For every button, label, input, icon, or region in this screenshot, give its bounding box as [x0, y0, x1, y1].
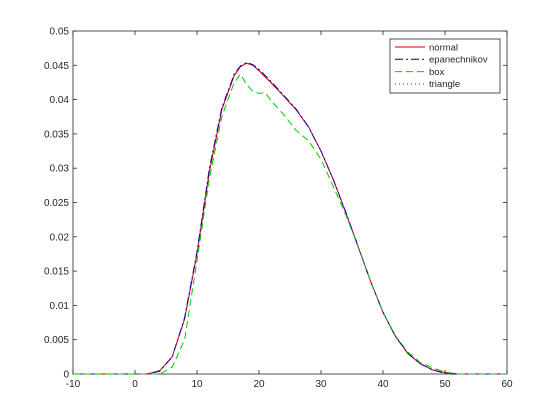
- y-tick-label: 0.01: [50, 301, 70, 312]
- x-axis: -10 0 10 20 30 40 50 60: [66, 31, 513, 390]
- y-tick-label: 0.005: [44, 335, 69, 346]
- legend-label-normal: normal: [429, 42, 458, 53]
- y-tick-label: 0.045: [44, 61, 69, 72]
- x-tick-label: 0: [132, 379, 138, 390]
- series-line-triangle: [73, 62, 507, 375]
- y-tick-label: 0.03: [50, 164, 70, 175]
- x-tick-label: 10: [191, 379, 203, 390]
- y-tick-label: 0.025: [44, 198, 69, 209]
- x-tick-label: 40: [377, 379, 389, 390]
- y-tick-label: 0.015: [44, 267, 69, 278]
- x-tick-label: 60: [501, 379, 513, 390]
- x-tick-label: 50: [439, 379, 451, 390]
- series-layer: [73, 62, 507, 375]
- y-axis: 0 0.005 0.01 0.015 0.02 0.025 0.03 0.035 0.04 0.0…: [44, 27, 507, 381]
- x-tick-label: -10: [66, 379, 81, 390]
- y-tick-label: 0: [63, 370, 69, 381]
- y-tick-label: 0.04: [50, 95, 70, 106]
- series-line-epanechnikov: [73, 62, 507, 375]
- x-tick-label: 30: [315, 379, 327, 390]
- x-tick-label: 20: [253, 379, 265, 390]
- y-tick-label: 0.02: [50, 232, 70, 243]
- legend-label-box: box: [429, 67, 445, 78]
- legend-label-triangle: triangle: [429, 79, 460, 90]
- series-line-box: [73, 73, 507, 375]
- legend-label-epanechnikov: epanechnikov: [429, 55, 488, 66]
- y-tick-label: 0.05: [50, 27, 70, 38]
- legend-box: [389, 38, 501, 94]
- y-tick-label: 0.035: [44, 129, 69, 140]
